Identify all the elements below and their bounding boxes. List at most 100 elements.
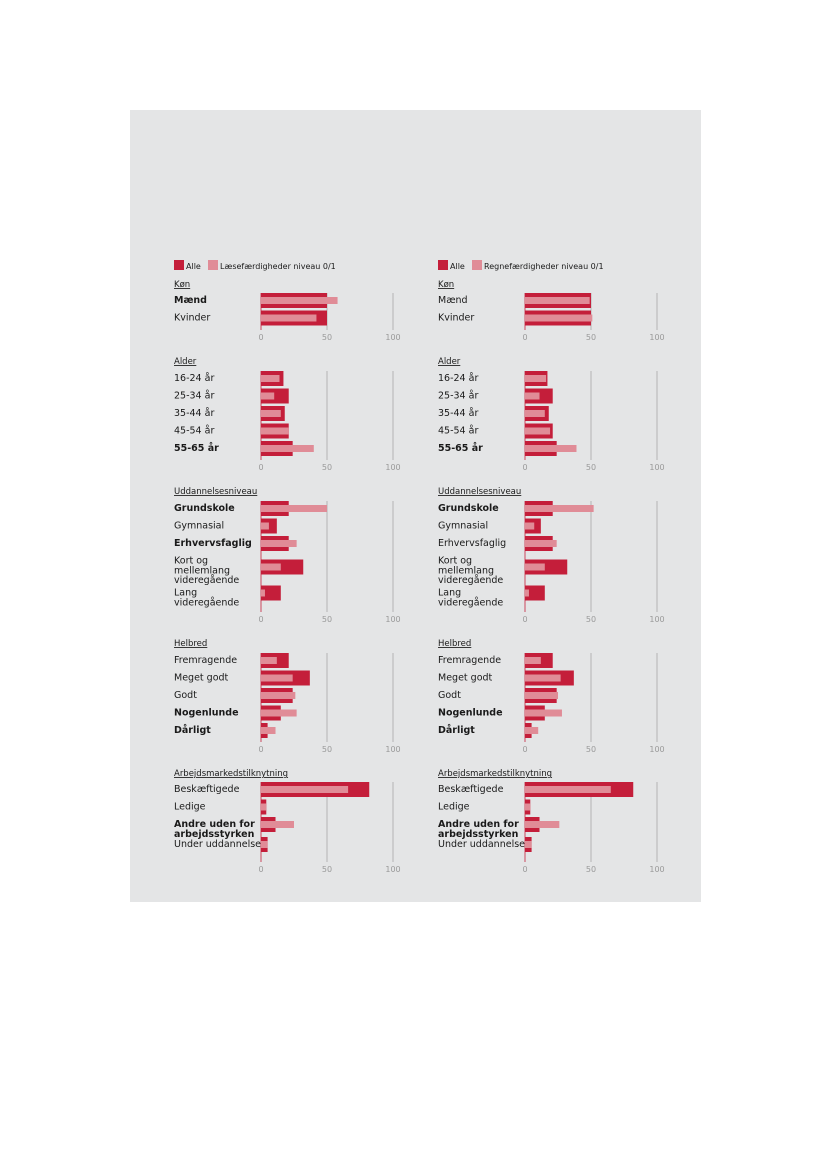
x-tick-label: 0 [522, 745, 527, 754]
row-label: 35-44 år [174, 408, 214, 419]
bar-low [525, 709, 562, 717]
bar-low [261, 692, 296, 699]
x-tick-label: 100 [385, 865, 400, 874]
bar-alle [261, 585, 281, 601]
row-label: Nogenlunde [438, 708, 503, 719]
legend-swatch-low [208, 260, 218, 270]
x-tick-label: 50 [586, 333, 596, 342]
row-label: Meget godt [174, 673, 229, 684]
section-title: Arbejdsmarkedstilknytning [174, 769, 288, 779]
bar-low [525, 427, 551, 435]
bar-low [261, 821, 294, 828]
section-title: Helbred [438, 639, 471, 649]
row-label: Nogenlunde [174, 708, 239, 719]
bar-low [525, 841, 532, 848]
x-tick-label: 50 [586, 463, 596, 472]
row-label: mellemlang [438, 565, 494, 576]
bar-low [261, 803, 267, 811]
row-label: 55-65 år [174, 443, 219, 454]
row-label: 35-44 år [438, 408, 478, 419]
bar-low [261, 786, 349, 793]
section-title: Alder [174, 357, 197, 367]
bar-low [261, 727, 276, 734]
bar-low [525, 445, 577, 452]
bar-alle [261, 559, 304, 575]
row-label: Meget godt [438, 673, 493, 684]
row-label: 16-24 år [174, 373, 214, 384]
bar-low [525, 657, 541, 664]
row-label: 25-34 år [174, 391, 214, 402]
row-label: Erhvervsfaglig [438, 538, 506, 549]
legend-swatch-low [472, 260, 482, 270]
x-tick-label: 50 [586, 615, 596, 624]
bar-alle [261, 388, 289, 404]
bar-low [261, 297, 338, 304]
x-tick-label: 100 [385, 463, 400, 472]
bar-low [525, 727, 539, 734]
bar-low [261, 410, 281, 417]
x-tick-label: 50 [322, 615, 332, 624]
bar-low [261, 674, 293, 682]
row-label: Kort og [438, 556, 472, 567]
section-title: Uddannelsesniveau [174, 487, 257, 497]
row-label: arbejdsstyrken [438, 829, 519, 840]
section-title: Køn [438, 280, 454, 290]
row-label: Grundskole [438, 503, 499, 514]
legend-swatch-alle [174, 260, 184, 270]
row-label: Gymnasial [174, 521, 224, 532]
x-tick-label: 0 [522, 333, 527, 342]
x-tick-label: 0 [522, 865, 527, 874]
row-label: Grundskole [174, 503, 235, 514]
row-label: 16-24 år [438, 373, 478, 384]
bar-low [525, 674, 561, 682]
x-tick-label: 0 [258, 333, 263, 342]
legend-label-alle: Alle [450, 262, 465, 271]
figure-panel [130, 110, 701, 902]
row-label: Ledige [174, 802, 206, 813]
row-label: Ledige [438, 802, 470, 813]
x-tick-label: 50 [322, 865, 332, 874]
bar-low [525, 297, 590, 304]
bar-low [525, 522, 535, 530]
row-label: Mænd [438, 295, 468, 306]
row-label: Dårligt [174, 725, 211, 736]
row-label: videregående [174, 575, 239, 586]
bar-low [261, 392, 275, 400]
x-tick-label: 50 [586, 745, 596, 754]
row-label: Kvinder [438, 313, 474, 324]
row-label: 45-54 år [174, 426, 214, 437]
row-label: 55-65 år [438, 443, 483, 454]
bar-low [525, 821, 560, 828]
row-label: Under uddannelse [438, 839, 525, 850]
x-tick-label: 100 [649, 333, 664, 342]
row-label: Gymnasial [438, 521, 488, 532]
bar-low [525, 563, 545, 571]
row-label: 25-34 år [438, 391, 478, 402]
x-tick-label: 100 [649, 463, 664, 472]
bar-low [261, 314, 317, 322]
section-title: Køn [174, 280, 190, 290]
row-label: Dårligt [438, 725, 475, 736]
section-title: Arbejdsmarkedstilknytning [438, 769, 552, 779]
x-tick-label: 100 [385, 615, 400, 624]
row-label: arbejdsstyrken [174, 829, 255, 840]
row-label: Kort og [174, 556, 208, 567]
row-label: Fremragende [174, 655, 237, 666]
row-label: Erhvervsfaglig [174, 538, 252, 549]
row-label: Andre uden for [174, 819, 255, 830]
row-label: Beskæftigede [438, 784, 504, 795]
bar-alle [525, 585, 545, 601]
row-label: Lang [438, 588, 461, 599]
row-label: mellemlang [174, 565, 230, 576]
bar-low [525, 786, 611, 793]
x-tick-label: 100 [385, 745, 400, 754]
row-label: Andre uden for [438, 819, 519, 830]
row-label: videregående [174, 597, 239, 608]
bar-low [261, 540, 297, 547]
x-tick-label: 50 [322, 745, 332, 754]
x-tick-label: 100 [649, 615, 664, 624]
row-label: videregående [438, 575, 503, 586]
bar-low [261, 563, 281, 571]
row-label: Beskæftigede [174, 784, 240, 795]
